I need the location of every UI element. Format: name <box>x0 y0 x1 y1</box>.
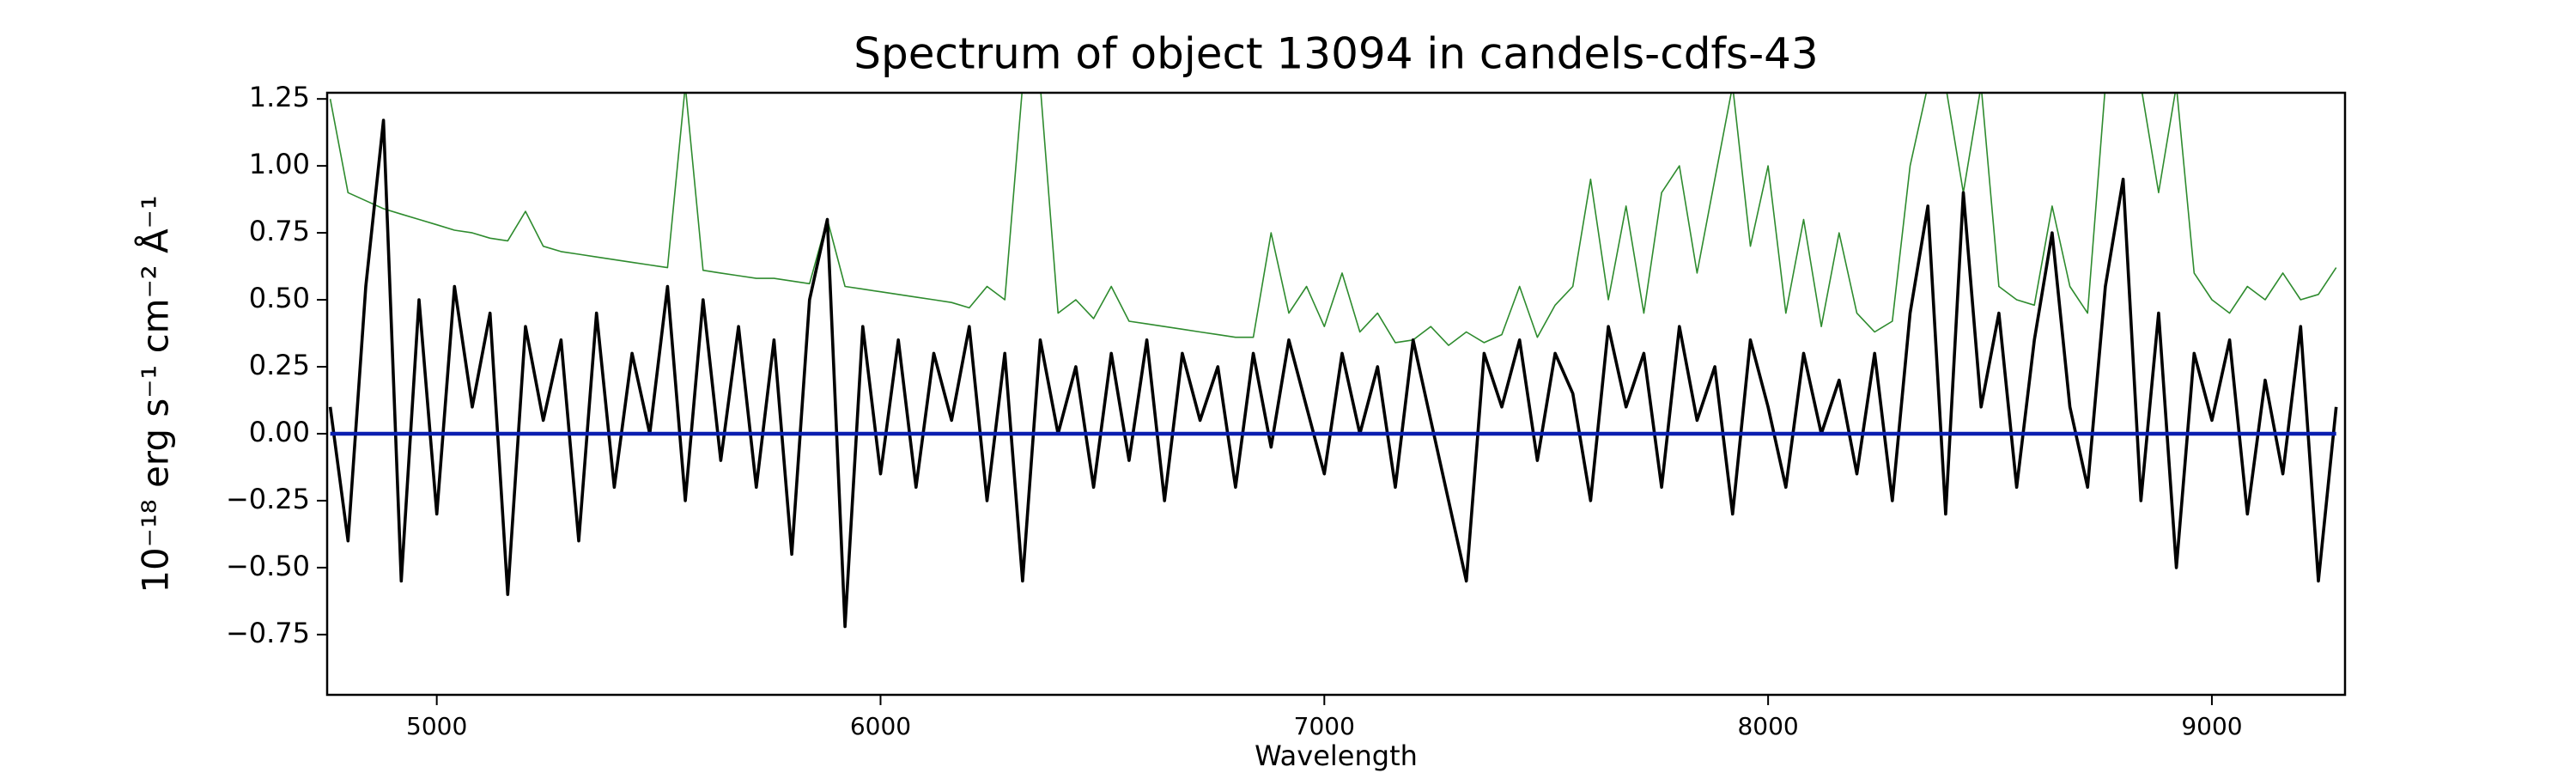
plot-frame <box>325 91 2347 697</box>
plot-area <box>328 93 2338 629</box>
x-tick-label: 6000 <box>850 712 911 740</box>
line-contamination <box>329 93 2337 346</box>
y-tick-label: 1.00 <box>249 148 310 180</box>
y-tick-label: −0.75 <box>226 617 310 649</box>
y-tick-label: 0.25 <box>249 349 310 381</box>
chart-title: Spectrum of object 13094 in candels-cdfs… <box>854 29 1819 79</box>
y-tick-label: 0.75 <box>249 215 310 247</box>
y-tick-label: −0.25 <box>226 483 310 515</box>
x-tick-label: 9000 <box>2181 712 2242 740</box>
x-tick-label: 7000 <box>1294 712 1355 740</box>
line-flux <box>328 119 2338 629</box>
y-tick-label: 0.00 <box>249 416 310 448</box>
y-axis-label: 10⁻¹⁸ erg s⁻¹ cm⁻² Å⁻¹ <box>134 195 177 593</box>
x-axis-label: Wavelength <box>1255 740 1418 772</box>
y-tick-label: 1.25 <box>249 81 310 113</box>
x-tick-label: 8000 <box>1737 712 1798 740</box>
x-tick-label: 5000 <box>406 712 467 740</box>
y-tick-label: 0.50 <box>249 282 310 314</box>
y-tick-label: −0.50 <box>226 550 310 582</box>
